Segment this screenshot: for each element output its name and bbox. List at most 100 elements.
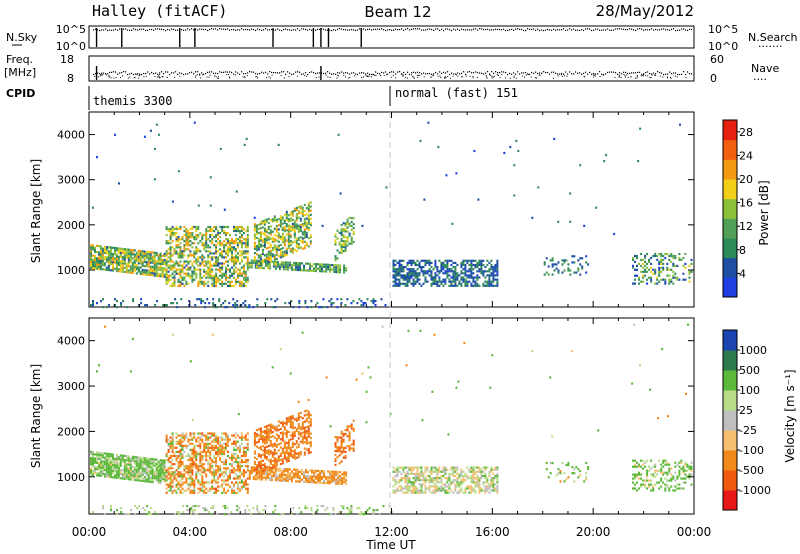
- scatter-cell: [392, 263, 395, 267]
- scatter-cell: [334, 233, 337, 236]
- scatter-cell: [244, 479, 247, 482]
- scatter-cell: [276, 477, 279, 480]
- nave-point: [486, 77, 488, 79]
- scatter-cell: [288, 474, 291, 477]
- power-colorbar-swatch: [723, 179, 737, 200]
- freq-point: [279, 72, 281, 74]
- scatter-cell: [279, 237, 282, 240]
- scatter-cell: [343, 477, 346, 480]
- scatter-cell: [229, 242, 231, 245]
- scatter-cell: [325, 270, 328, 273]
- scatter-cell: [171, 432, 174, 435]
- scatter-cell: [181, 475, 184, 478]
- scatter-cell: [107, 463, 110, 466]
- scatter-cell: [143, 135, 146, 138]
- scatter-cell: [213, 479, 216, 482]
- scatter-cell: [240, 442, 243, 445]
- freq-point: [105, 73, 107, 75]
- scatter-cell: [207, 463, 210, 466]
- scatter-cell: [258, 474, 261, 477]
- scatter-cell: [344, 250, 347, 253]
- scatter-cell: [203, 469, 206, 472]
- nave-point: [156, 76, 158, 78]
- scatter-cell: [231, 434, 233, 437]
- freq-point: [405, 73, 407, 75]
- scatter-cell: [473, 149, 476, 153]
- scatter-cell: [268, 267, 271, 270]
- scatter-cell: [169, 446, 172, 449]
- scatter-cell: [94, 461, 96, 464]
- scatter-cell: [219, 448, 222, 451]
- scatter-cell: [171, 268, 174, 271]
- nave-point: [127, 77, 129, 79]
- scatter-cell: [299, 225, 302, 228]
- scatter-cell: [259, 257, 262, 260]
- scatter-cell: [103, 464, 106, 468]
- scatter-cell: [177, 254, 180, 257]
- scatter-cell: [271, 230, 274, 233]
- nsky-point: [663, 28, 665, 30]
- scatter-cell: [426, 272, 429, 275]
- scatter-cell: [201, 258, 204, 261]
- scatter-cell: [149, 253, 152, 256]
- scatter-cell: [460, 270, 463, 273]
- scatter-cell: [408, 268, 411, 271]
- scatter-cell: [547, 273, 550, 276]
- scatter-cell: [240, 461, 243, 464]
- freq-point: [631, 72, 633, 74]
- scatter-cell: [242, 264, 245, 267]
- scatter-cell: [201, 487, 204, 490]
- scatter-cell: [225, 444, 227, 447]
- nave-point: [280, 75, 282, 77]
- scatter-cell: [213, 262, 216, 265]
- scatter-cell: [189, 236, 192, 239]
- scatter-cell: [161, 254, 164, 257]
- scatter-cell: [254, 264, 257, 267]
- scatter-cell: [207, 262, 210, 265]
- scatter-cell: [221, 479, 224, 482]
- scatter-cell: [392, 268, 395, 271]
- freq-point: [425, 73, 427, 75]
- scatter-cell: [100, 300, 102, 303]
- scatter-cell: [163, 269, 166, 272]
- nsky-point: [543, 29, 545, 32]
- nave-point: [626, 74, 628, 76]
- scatter-cell: [189, 485, 192, 488]
- scatter-cell: [279, 219, 282, 222]
- scatter-cell: [259, 433, 262, 436]
- scatter-cell: [225, 225, 227, 229]
- scatter-cell: [466, 284, 469, 287]
- scatter-cell: [229, 477, 231, 480]
- nave-point: [593, 76, 595, 78]
- scatter-cell: [284, 475, 287, 478]
- scatter-cell: [269, 245, 272, 248]
- scatter-cell: [345, 267, 348, 270]
- scatter-cell: [203, 489, 206, 492]
- nsky-point: [251, 28, 253, 30]
- scatter-cell: [329, 480, 332, 483]
- scatter-cell: [165, 487, 168, 490]
- scatter-cell: [135, 466, 138, 469]
- scatter-cell: [238, 444, 241, 447]
- nave-point: [365, 75, 367, 77]
- scatter-cell: [297, 472, 299, 475]
- scatter-cell: [454, 270, 457, 273]
- scatter-cell: [238, 262, 241, 265]
- freq-point: [509, 72, 511, 74]
- scatter-cell: [305, 225, 308, 228]
- scatter-cell: [258, 468, 261, 471]
- nave-point: [522, 75, 524, 77]
- nsky-point: [407, 28, 409, 30]
- scatter-cell: [281, 247, 284, 250]
- scatter-cell: [181, 463, 184, 466]
- scatter-cell: [90, 459, 92, 462]
- scatter-cell: [201, 475, 204, 478]
- scatter-cell: [260, 478, 263, 481]
- scatter-cell: [197, 242, 200, 245]
- scatter-cell: [344, 304, 347, 307]
- scatter-cell: [301, 470, 303, 474]
- scatter-cell: [211, 444, 214, 447]
- scatter-cell: [90, 252, 92, 255]
- scatter-cell: [242, 232, 245, 235]
- scatter-cell: [299, 217, 302, 220]
